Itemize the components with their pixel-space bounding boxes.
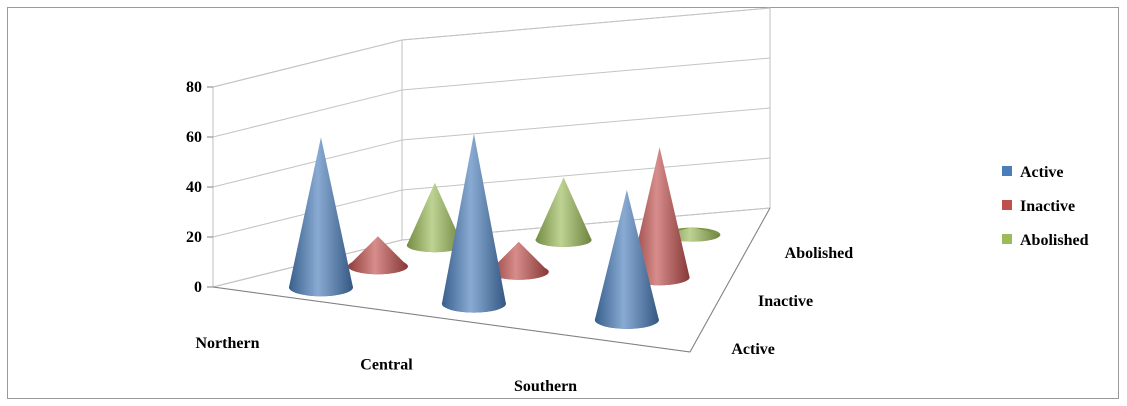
gridline	[212, 157, 771, 238]
legend-item-active: Active	[1002, 164, 1064, 181]
cone-body	[288, 137, 353, 297]
cone-inactive-central	[488, 241, 549, 280]
depth-axis-tick-labels: Active Inactive Abolished	[731, 245, 853, 358]
depth-tick-label: Abolished	[785, 245, 854, 262]
cones	[288, 133, 721, 329]
depth-tick-label: Inactive	[758, 293, 813, 310]
legend-label: Active	[1020, 164, 1064, 181]
x-tick-label: Central	[360, 357, 413, 374]
x-axis-tick-labels: Northern Central Southern	[196, 335, 578, 395]
cone-body	[488, 241, 549, 280]
y-tick-label: 60	[186, 129, 202, 146]
cone-active-central	[441, 133, 506, 313]
x-axis-line	[212, 286, 691, 353]
y-tick-label: 40	[186, 179, 202, 196]
legend-swatch	[1002, 234, 1012, 244]
y-tick-label: 80	[186, 79, 202, 96]
cone-active-southern	[594, 189, 659, 329]
x-tick-label: Northern	[196, 335, 260, 352]
cone-active-northern	[288, 137, 353, 297]
cone-body	[441, 133, 506, 313]
legend-label: Abolished	[1020, 232, 1089, 249]
cone-body	[347, 236, 408, 275]
legend-swatch	[1002, 166, 1012, 176]
y-axis-tick-labels: 0 20 40 60 80	[186, 79, 202, 296]
gridline	[212, 7, 771, 88]
cone-body	[629, 147, 690, 286]
cone-body	[535, 177, 592, 247]
legend-swatch	[1002, 200, 1012, 210]
cone-body	[406, 182, 463, 253]
y-tick-label: 20	[186, 229, 202, 246]
x-tick-label: Southern	[514, 378, 577, 395]
legend-item-abolished: Abolished	[1002, 232, 1089, 249]
depth-tick-label: Active	[731, 341, 775, 358]
legend-label: Inactive	[1020, 198, 1075, 215]
cone-body	[594, 189, 659, 329]
cone-abolished-central	[535, 177, 592, 247]
cone-abolished-northern	[406, 182, 463, 253]
gridline	[212, 57, 771, 138]
legend: Active Inactive Abolished	[1002, 164, 1089, 249]
gridline	[212, 107, 771, 188]
y-tick-label: 0	[194, 279, 202, 296]
legend-item-inactive: Inactive	[1002, 198, 1075, 215]
depth-axis-line	[689, 207, 771, 353]
cone-inactive-northern	[347, 236, 408, 275]
